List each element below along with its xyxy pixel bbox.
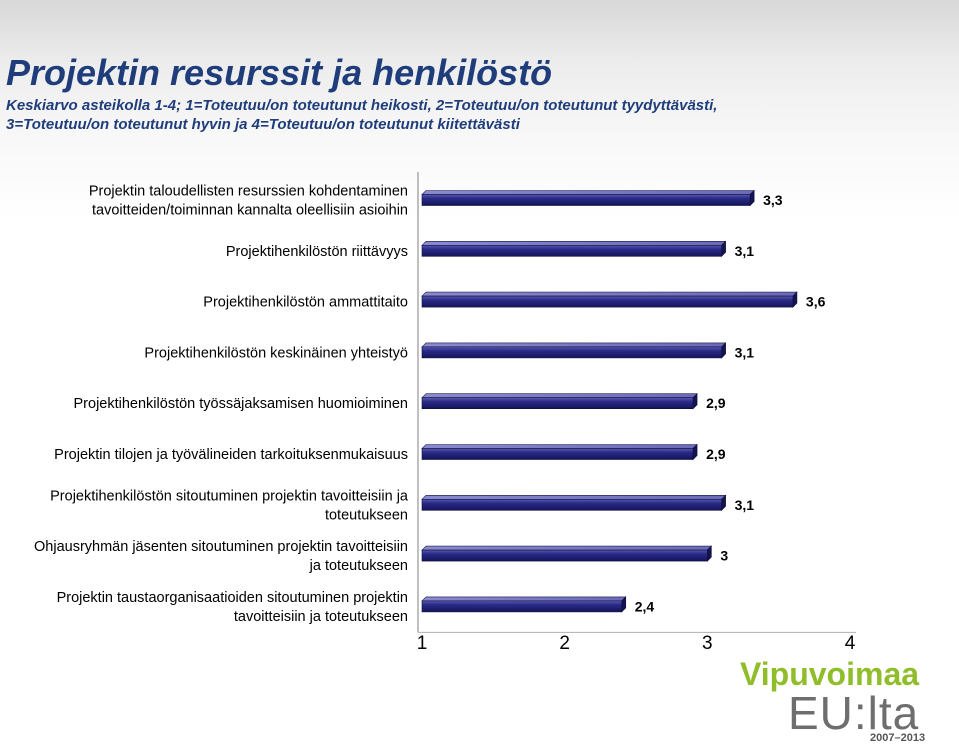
bar-value-label: 3,1 (735, 344, 755, 360)
subtitle-line-2: 3=Toteutuu/on toteutunut hyvin ja 4=Tote… (6, 116, 520, 133)
bar-value-label: 3,1 (735, 243, 755, 259)
bar (421, 295, 794, 308)
bar (421, 397, 694, 410)
bar-top-face (421, 291, 798, 297)
category-label: tavoitteisiin ja toteutukseen (234, 609, 408, 625)
subtitle-line-1: Keskiarvo asteikolla 1-4; 1=Toteutuu/on … (6, 97, 718, 114)
category-label: Projektin taustaorganisaatioiden sitoutu… (57, 590, 408, 606)
labels-layer: 3,3 Projektin taloudellisten resurssien k… (34, 184, 856, 655)
x-tick-label: 4 (845, 633, 856, 654)
bar (421, 448, 694, 460)
bar (421, 549, 708, 562)
category-label: Projektin tilojen ja työvälineiden tarko… (54, 447, 408, 463)
category-label: ja toteutukseen (309, 558, 408, 574)
category-label: Projektihenkilöstön ammattitaito (203, 295, 408, 311)
bar-top-face (421, 545, 713, 551)
bar (421, 346, 722, 359)
bar-top-face (421, 596, 627, 602)
bar-value-label: 3,3 (763, 192, 783, 208)
category-label: Projektihenkilöstön sitoutuminen projekt… (50, 488, 409, 504)
x-tick-label: 2 (559, 633, 570, 654)
category-label: Ohjausryhmän jäsenten sitoutuminen proje… (34, 539, 408, 555)
bar (421, 245, 722, 257)
chart-subtitle: Keskiarvo asteikolla 1-4; 1=Toteutuu/on … (6, 96, 946, 134)
bar-top-face (421, 494, 727, 500)
bar-top-face (421, 342, 727, 348)
bar-value-label: 3,1 (735, 497, 755, 513)
bar (421, 600, 623, 613)
category-label: Projektihenkilöstön keskinäinen yhteisty… (144, 345, 408, 361)
bar-top-face (421, 444, 698, 449)
bar-top-face (421, 190, 755, 195)
logo-years: 2007–2013 (870, 732, 926, 744)
bar-value-label: 2,9 (706, 395, 726, 411)
category-label: toteutukseen (325, 507, 408, 523)
x-tick-label: 3 (702, 633, 713, 654)
bar-value-label: 3,6 (806, 294, 826, 310)
category-label: tavoitteiden/toiminnan kannalta oleellis… (92, 203, 408, 219)
bar-value-label: 2,4 (635, 598, 655, 614)
axis-layer (417, 172, 856, 633)
logo-vipuvoimaa: Vipuvoimaa (740, 656, 920, 692)
bar-value-label: 2,9 (706, 446, 726, 462)
bar-top-face (421, 241, 727, 246)
bar-top-face (421, 393, 698, 399)
x-tick-label: 1 (417, 633, 428, 654)
logo-eu-lta: EU:lta (788, 687, 920, 739)
bar-value-label: 3 (720, 548, 728, 564)
category-label: Projektihenkilöstön riittävyys (226, 244, 408, 260)
page-title: Projektin resurssit ja henkilöstö (6, 52, 553, 93)
bars-layer (421, 189, 798, 613)
bar (421, 498, 722, 511)
category-label: Projektihenkilöstön työssäjaksamisen huo… (74, 396, 408, 412)
bar (421, 194, 751, 206)
category-label: Projektin taloudellisten resurssien kohd… (89, 184, 408, 200)
